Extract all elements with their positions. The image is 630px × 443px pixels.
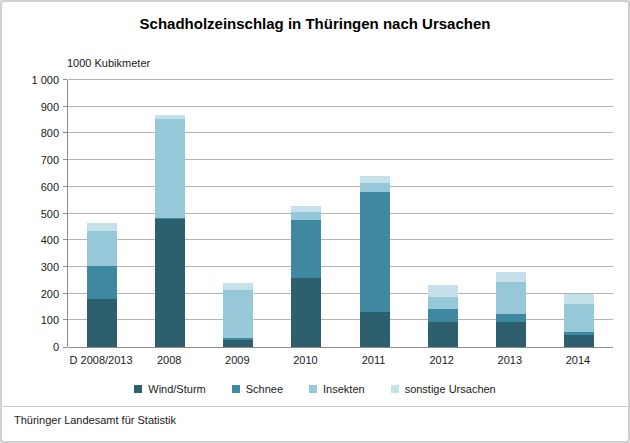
bar-segment <box>564 294 594 304</box>
bar-segment <box>360 192 390 313</box>
gridline-200 <box>68 293 613 294</box>
gridline-1000 <box>68 79 613 80</box>
legend: Wind/Sturm Schnee Insekten sonstige Ursache… <box>2 383 628 395</box>
bar-segment <box>564 304 594 332</box>
plot-area <box>67 80 613 347</box>
bar-segment <box>223 338 253 339</box>
legend-label: Wind/Sturm <box>148 383 205 395</box>
y-tick-mark <box>63 213 67 214</box>
legend-swatch <box>391 385 399 393</box>
y-tick-mark <box>63 159 67 160</box>
bar-segment <box>496 282 526 314</box>
legend-item: Insekten <box>309 383 365 395</box>
legend-item: sonstige Ursachen <box>391 383 496 395</box>
source-text: Thüringer Landesamt für Statistik <box>14 414 176 426</box>
footer-divider <box>2 406 628 407</box>
bar-segment <box>496 314 526 322</box>
x-axis-tick-label: 2009 <box>203 354 271 366</box>
y-axis-tick-label: 900 <box>2 101 59 113</box>
gridline-800 <box>68 132 613 133</box>
chart-title: Schadholzeinschlag in Thüringen nach Urs… <box>2 15 628 32</box>
x-axis-tick-label: 2012 <box>408 354 476 366</box>
y-tick-mark <box>63 132 67 133</box>
bar-segment <box>87 299 117 347</box>
bar-segment <box>428 285 458 296</box>
bar-segment <box>87 231 117 266</box>
y-axis-tick-label: 400 <box>2 234 59 246</box>
legend-item: Schnee <box>232 383 283 395</box>
x-axis-tick-label: D 2008/2013 <box>67 354 135 366</box>
y-axis-tick-label: 700 <box>2 154 59 166</box>
y-axis-tick-label: 100 <box>2 314 59 326</box>
y-tick-mark <box>63 239 67 240</box>
chart-window: Schadholzeinschlag in Thüringen nach Urs… <box>0 0 630 443</box>
bar-segment <box>428 322 458 347</box>
bar-segment <box>360 183 390 192</box>
y-axis-tick-label: 1 000 <box>2 74 59 86</box>
bar-segment <box>155 218 185 219</box>
y-axis-tick-label: 300 <box>2 261 59 273</box>
legend-swatch <box>232 385 240 393</box>
bar-segment <box>564 332 594 335</box>
bar-segment <box>291 220 321 278</box>
bar-segment <box>496 272 526 282</box>
y-tick-mark <box>63 79 67 80</box>
bar-segment <box>155 119 185 218</box>
gridline-500 <box>68 213 613 214</box>
gridline-900 <box>68 106 613 107</box>
x-axis-tick-label: 2010 <box>271 354 339 366</box>
bar-segment <box>223 290 253 338</box>
bar-segment <box>155 115 185 118</box>
legend-item: Wind/Sturm <box>134 383 205 395</box>
bar-segment <box>291 278 321 347</box>
y-axis-tick-label: 200 <box>2 288 59 300</box>
y-axis-tick-label: 800 <box>2 127 59 139</box>
bar-segment <box>428 309 458 322</box>
gridline-600 <box>68 186 613 187</box>
y-axis-tick-label: 600 <box>2 181 59 193</box>
legend-label: sonstige Ursachen <box>405 383 496 395</box>
bar-segment <box>291 206 321 213</box>
bar-segment <box>87 266 117 300</box>
bar-segment <box>291 212 321 220</box>
bar-segment <box>223 283 253 290</box>
x-axis-tick-label: 2011 <box>340 354 408 366</box>
bar-segment <box>155 219 185 347</box>
bar-segment <box>564 335 594 347</box>
y-axis-tick-label: 0 <box>2 341 59 353</box>
bar-segment <box>360 176 390 182</box>
bar-segment <box>223 340 253 347</box>
gridline-400 <box>68 239 613 240</box>
gridline-100 <box>68 319 613 320</box>
legend-label: Schnee <box>246 383 283 395</box>
x-axis-tick-label: 2008 <box>135 354 203 366</box>
x-axis-tick-label: 2014 <box>544 354 612 366</box>
y-tick-mark <box>63 186 67 187</box>
legend-swatch <box>134 385 142 393</box>
y-tick-mark <box>63 319 67 320</box>
y-tick-mark <box>63 347 67 348</box>
y-axis-unit-label: 1000 Kubikmeter <box>67 57 150 69</box>
bar-segment <box>496 322 526 347</box>
bar-segment <box>428 297 458 309</box>
legend-swatch <box>309 385 317 393</box>
legend-label: Insekten <box>323 383 365 395</box>
gridline-0 <box>68 347 613 348</box>
bar-segment <box>87 223 117 230</box>
y-tick-mark <box>63 266 67 267</box>
bar-segment <box>360 312 390 347</box>
gridline-300 <box>68 266 613 267</box>
x-axis-tick-label: 2013 <box>476 354 544 366</box>
y-tick-mark <box>63 293 67 294</box>
gridline-700 <box>68 159 613 160</box>
y-tick-mark <box>63 106 67 107</box>
y-axis-tick-label: 500 <box>2 208 59 220</box>
